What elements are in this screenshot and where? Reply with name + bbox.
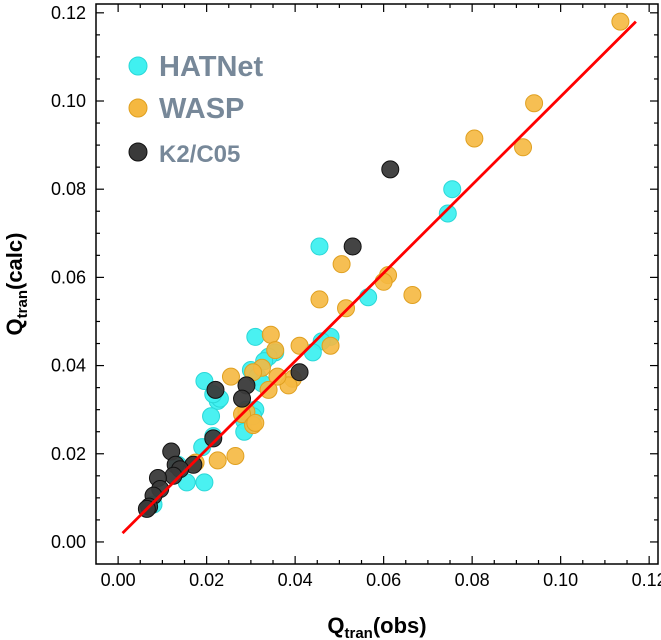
data-point-wasp xyxy=(525,94,544,113)
x-axis-title: Qtran(obs) xyxy=(327,613,426,640)
data-point-wasp xyxy=(208,451,227,470)
legend-marker-wasp xyxy=(128,98,148,118)
data-point-wasp xyxy=(514,138,533,157)
y-tick-label: 0.04 xyxy=(51,356,86,376)
x-tick-label: 0.00 xyxy=(101,570,136,590)
y-tick-label: 0.08 xyxy=(51,179,86,199)
plot-frame xyxy=(95,3,659,565)
data-point-k2-c05 xyxy=(233,389,252,408)
x-tick-label: 0.06 xyxy=(366,570,401,590)
y-tick-label: 0.06 xyxy=(51,267,86,287)
y-axis-title: Qtran(calc) xyxy=(2,233,31,336)
y-tick-label: 0.00 xyxy=(51,532,86,552)
data-point-wasp xyxy=(290,336,309,355)
x-tick-label: 0.12 xyxy=(632,570,661,590)
x-tick-label: 0.04 xyxy=(278,570,313,590)
legend-label-k2: K2/C05 xyxy=(159,141,240,168)
data-point-wasp xyxy=(321,336,340,355)
y-tick-label: 0.02 xyxy=(51,444,86,464)
data-point-k2-c05 xyxy=(204,429,223,448)
data-point-k2-c05 xyxy=(343,237,362,256)
data-point-wasp xyxy=(226,446,245,465)
y-tick-label: 0.12 xyxy=(51,3,86,23)
data-point-wasp xyxy=(246,413,265,432)
data-point-wasp xyxy=(268,367,287,386)
data-point-k2-c05 xyxy=(206,380,225,399)
data-point-wasp xyxy=(374,272,393,291)
data-point-wasp xyxy=(266,341,285,360)
data-point-wasp xyxy=(261,325,280,344)
fit-line xyxy=(121,20,637,535)
y-tick-label: 0.10 xyxy=(51,91,86,111)
data-point-hatnet xyxy=(310,237,329,256)
data-point-wasp xyxy=(465,129,484,148)
data-point-wasp xyxy=(310,290,329,309)
data-point-hatnet xyxy=(195,473,214,492)
data-point-wasp xyxy=(403,286,422,305)
legend-marker-k2 xyxy=(128,142,148,162)
data-point-wasp xyxy=(332,255,351,274)
data-point-wasp xyxy=(221,367,240,386)
data-point-wasp xyxy=(259,380,278,399)
legend-marker-hatnet xyxy=(128,56,148,76)
data-point-k2-c05 xyxy=(381,160,400,179)
x-tick-label: 0.02 xyxy=(189,570,224,590)
data-point-wasp xyxy=(611,12,630,31)
data-point-hatnet xyxy=(443,180,462,199)
legend-label-wasp: WASP xyxy=(159,93,244,125)
legend-label-hatnet: HATNet xyxy=(159,51,264,83)
data-point-wasp xyxy=(337,299,356,318)
data-point-k2-c05 xyxy=(290,363,309,382)
data-point-hatnet xyxy=(202,407,221,426)
data-point-hatnet xyxy=(246,327,265,346)
data-point-hatnet xyxy=(359,288,378,307)
x-tick-label: 0.10 xyxy=(543,570,578,590)
data-point-hatnet xyxy=(438,204,457,223)
legend: HATNet WASP K2/C05 xyxy=(128,51,264,168)
x-tick-label: 0.08 xyxy=(455,570,490,590)
